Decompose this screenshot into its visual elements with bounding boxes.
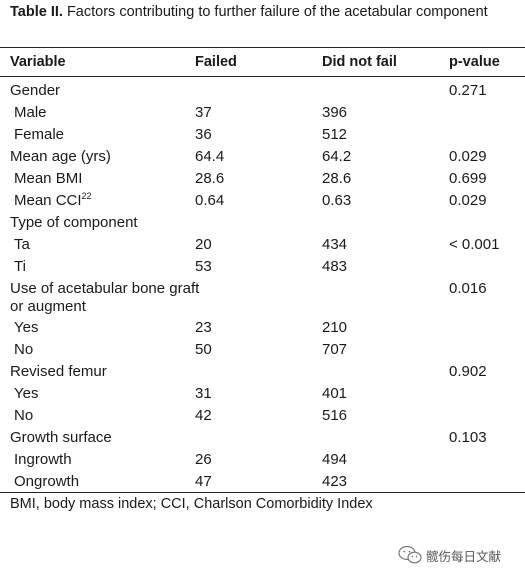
watermark-text: 髋伤每日文献 [426, 548, 502, 564]
cell-variable: Ti [14, 258, 26, 275]
table-row: Mean CCI22 0.64 0.63 0.029 [0, 190, 525, 212]
cell-p-value: < 0.001 [449, 236, 500, 253]
cell-variable: Type of component [10, 214, 138, 231]
cell-variable: Ta [14, 236, 30, 253]
cell-failed: 47 [195, 473, 212, 490]
cell-did-not-fail: 396 [322, 104, 348, 121]
cell-variable: Male [14, 104, 47, 121]
wechat-logo-icon [398, 546, 422, 564]
cell-p-value: 0.103 [449, 429, 487, 446]
cell-failed: 20 [195, 236, 212, 253]
table-title: Factors contributing to further failure … [62, 4, 488, 20]
cell-variable: Mean CCI22 [14, 190, 92, 212]
cell-failed: 53 [195, 258, 212, 275]
cell-variable: Revised femur [10, 363, 107, 380]
table-row: Yes 23 210 [0, 317, 525, 339]
cell-failed: 37 [195, 104, 212, 121]
table-row: No 42 516 [0, 405, 525, 427]
table-row: Female 36 512 [0, 124, 525, 146]
cell-p-value: 0.902 [449, 363, 487, 380]
cell-did-not-fail: 64.2 [322, 148, 352, 165]
table-row: Ta 20 434 < 0.001 [0, 234, 525, 256]
table-row: Revised femur 0.902 [0, 361, 525, 383]
cell-did-not-fail: 28.6 [322, 170, 352, 187]
table-row: Mean BMI 28.6 28.6 0.699 [0, 168, 525, 190]
cell-failed: 23 [195, 319, 212, 336]
top-rule [0, 47, 525, 48]
cell-failed: 42 [195, 407, 212, 424]
table-row: Mean age (yrs) 64.4 64.2 0.029 [0, 146, 525, 168]
header-rule [0, 76, 525, 77]
cell-p-value: 0.699 [449, 170, 487, 187]
header-did-not-fail: Did not fail [322, 54, 397, 70]
table-label: Table II. [10, 4, 63, 20]
cell-did-not-fail: 516 [322, 407, 348, 424]
table-footnote: BMI, body mass index; CCI, Charlson Como… [10, 496, 373, 512]
cell-did-not-fail: 434 [322, 236, 348, 253]
cell-variable: Ingrowth [14, 451, 72, 468]
cell-did-not-fail: 707 [322, 341, 348, 358]
cell-variable: Gender [10, 82, 61, 99]
table-row: No 50 707 [0, 339, 525, 361]
cell-did-not-fail: 401 [322, 385, 348, 402]
table-row: Ongrowth 47 423 [0, 471, 525, 493]
table-row: Ingrowth 26 494 [0, 449, 525, 471]
cell-variable: Mean age (yrs) [10, 148, 111, 165]
cell-failed: 31 [195, 385, 212, 402]
table-row: Ti 53 483 [0, 256, 525, 278]
cell-did-not-fail: 0.63 [322, 192, 352, 209]
header-p-value: p-value [449, 54, 500, 70]
cell-variable: Yes [14, 319, 39, 336]
cell-failed: 50 [195, 341, 212, 358]
cell-p-value: 0.029 [449, 148, 487, 165]
cell-variable: Growth surface [10, 429, 112, 446]
header-variable: Variable [10, 54, 66, 70]
table-row: Yes 31 401 [0, 383, 525, 405]
cell-failed: 36 [195, 126, 212, 143]
cell-variable: Use of acetabular bone graft or augment [10, 280, 200, 315]
cell-variable: Ongrowth [14, 473, 80, 490]
cell-did-not-fail: 423 [322, 473, 348, 490]
cell-variable-text: Mean CCI [14, 192, 82, 209]
bottom-rule [0, 492, 525, 493]
cell-failed: 26 [195, 451, 212, 468]
citation-superscript: 22 [81, 191, 92, 201]
cell-variable: Yes [14, 385, 39, 402]
cell-did-not-fail: 494 [322, 451, 348, 468]
cell-failed: 64.4 [195, 148, 225, 165]
table-row: Type of component [0, 212, 525, 234]
cell-p-value: 0.029 [449, 192, 487, 209]
table-row: Gender 0.271 [0, 80, 525, 102]
table-caption: Table II. Factors contributing to furthe… [10, 3, 515, 21]
cell-variable: No [14, 407, 34, 424]
cell-failed: 0.64 [195, 192, 225, 209]
header-failed: Failed [195, 54, 237, 70]
watermark: 髋伤每日文献 [398, 544, 501, 566]
cell-failed: 28.6 [195, 170, 225, 187]
cell-variable: No [14, 341, 34, 358]
cell-did-not-fail: 483 [322, 258, 348, 275]
cell-variable: Female [14, 126, 65, 143]
table-row: Growth surface 0.103 [0, 427, 525, 449]
table-row: Male 37 396 [0, 102, 525, 124]
cell-p-value: 0.271 [449, 82, 487, 99]
cell-variable: Mean BMI [14, 170, 83, 187]
table-row: Use of acetabular bone graft or augment … [0, 278, 525, 318]
cell-did-not-fail: 210 [322, 319, 348, 336]
cell-p-value: 0.016 [449, 280, 487, 297]
cell-did-not-fail: 512 [322, 126, 348, 143]
